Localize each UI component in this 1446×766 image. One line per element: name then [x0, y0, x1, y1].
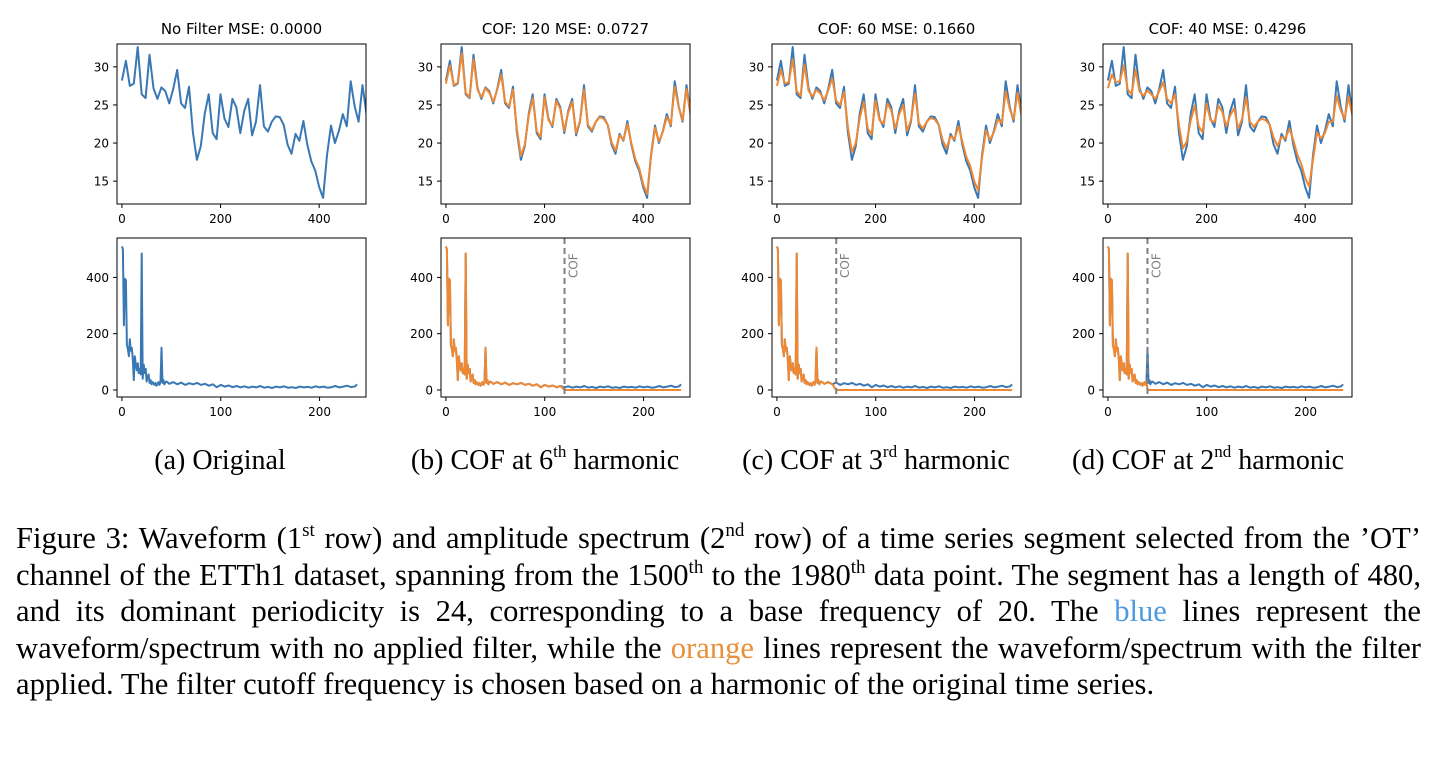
series-line-unfiltered: [120, 46, 366, 199]
y-tick-label: 20: [749, 137, 764, 151]
subplot-spec-d: COF 0 100 200 0 200 400: [1072, 237, 1353, 419]
x-tick-label: 0: [1104, 212, 1112, 226]
y-tick-label: 15: [418, 175, 433, 189]
x-tick-label: 200: [1294, 405, 1317, 419]
x-tick-label: 400: [632, 212, 655, 226]
x-tick-label: 0: [118, 405, 126, 419]
subplot-title: COF: 120 MSE: 0.0727: [482, 20, 649, 38]
x-tick-label: 200: [632, 405, 655, 419]
figure-caption: Figure 3: Waveform (1st row) and amplitu…: [16, 520, 1422, 701]
axes-frame: [116, 237, 367, 398]
cof-label: COF: [567, 253, 581, 278]
axes-frame: [440, 43, 691, 205]
y-tick-label: 15: [94, 175, 109, 189]
y-tick-label: 15: [1080, 175, 1095, 189]
x-tick-label: 200: [1195, 212, 1218, 226]
subplot-wave-b: 0 200 400 15 20 25 30 COF: 120 MSE: 0.0727: [418, 20, 691, 226]
y-tick-label: 20: [418, 137, 433, 151]
y-tick-label: 20: [94, 137, 109, 151]
subplot-title: COF: 60 MSE: 0.1660: [818, 20, 976, 38]
y-tick-label: 25: [749, 98, 764, 112]
caption-blue-word: blue: [1114, 594, 1167, 628]
subplot-wave-c: 0 200 400 15 20 25 30 COF: 60 MSE: 0.1660: [749, 20, 1022, 226]
x-tick-label: 0: [442, 405, 450, 419]
x-tick-label: 400: [308, 212, 331, 226]
y-tick-label: 20: [1080, 137, 1095, 151]
subplot-title: No Filter MSE: 0.0000: [161, 20, 322, 38]
series-line-unfiltered: [444, 46, 690, 199]
x-tick-label: 0: [1104, 405, 1112, 419]
y-tick-label: 400: [1072, 271, 1095, 285]
subcaption-c: (c) COF at 3rd harmonic: [742, 442, 1010, 476]
y-tick-label: 0: [101, 383, 109, 397]
subcaption-a: (a) Original: [154, 445, 286, 476]
series-line-filtered: [1106, 64, 1352, 188]
subplot-spec-a: 0 100 200 0 200 400: [86, 237, 367, 419]
caption-orange-word: orange: [670, 630, 754, 665]
y-tick-label: 25: [1080, 98, 1095, 112]
y-tick-label: 200: [410, 327, 433, 341]
x-tick-label: 0: [118, 212, 126, 226]
y-tick-label: 200: [86, 327, 109, 341]
axes-frame: [1102, 237, 1353, 398]
y-tick-label: 15: [749, 175, 764, 189]
y-tick-label: 30: [749, 60, 764, 74]
x-tick-label: 100: [864, 405, 887, 419]
y-tick-label: 200: [741, 327, 764, 341]
series-line-unfiltered: [775, 46, 1021, 199]
x-tick-label: 100: [1195, 405, 1218, 419]
subplot-title: COF: 40 MSE: 0.4296: [1149, 20, 1307, 38]
series-line-filtered: [444, 52, 690, 196]
axes-frame: [1102, 43, 1353, 205]
x-tick-label: 100: [209, 405, 232, 419]
y-tick-label: 25: [418, 98, 433, 112]
axes-frame: [771, 237, 1022, 398]
subcaption-b: (b) COF at 6th harmonic: [411, 442, 679, 476]
y-tick-label: 0: [1087, 383, 1095, 397]
cof-label: COF: [838, 253, 852, 278]
cof-label: COF: [1149, 253, 1163, 278]
subcaption-d: (d) COF at 2nd harmonic: [1072, 442, 1344, 476]
y-tick-label: 30: [1080, 60, 1095, 74]
series-line-unfiltered: [444, 246, 682, 389]
subplot-spec-c: COF 0 100 200 0 200 400: [741, 237, 1022, 419]
x-tick-label: 0: [442, 212, 450, 226]
series-line-unfiltered: [1106, 46, 1352, 199]
y-tick-label: 400: [86, 271, 109, 285]
subplot-wave-a: 0 200 400 15 20 25 30 No Filter MSE: 0.0000: [94, 20, 367, 226]
x-tick-label: 100: [533, 405, 556, 419]
subplot-wave-d: 0 200 400 15 20 25 30 COF: 40 MSE: 0.4296: [1080, 20, 1353, 226]
x-tick-label: 200: [533, 212, 556, 226]
y-tick-label: 200: [1072, 327, 1095, 341]
series-line-unfiltered: [775, 246, 1013, 389]
x-tick-label: 200: [308, 405, 331, 419]
y-tick-label: 25: [94, 98, 109, 112]
series-line-unfiltered: [1106, 246, 1344, 389]
series-line-filtered: [775, 58, 1021, 192]
y-tick-label: 0: [756, 383, 764, 397]
x-tick-label: 400: [1294, 212, 1317, 226]
x-tick-label: 200: [209, 212, 232, 226]
subplot-spec-b: COF 0 100 200 0 200 400: [410, 237, 691, 419]
y-tick-label: 400: [410, 271, 433, 285]
x-tick-label: 0: [773, 212, 781, 226]
series-line-unfiltered: [120, 246, 358, 389]
series-line-filtered: [444, 246, 682, 391]
y-tick-label: 400: [741, 271, 764, 285]
y-tick-label: 30: [418, 60, 433, 74]
x-tick-label: 200: [864, 212, 887, 226]
y-tick-label: 30: [94, 60, 109, 74]
axes-frame: [771, 43, 1022, 205]
x-tick-label: 400: [963, 212, 986, 226]
axes-frame: [440, 237, 691, 398]
series-line-filtered: [1106, 246, 1344, 391]
x-tick-label: 0: [773, 405, 781, 419]
axes-frame: [116, 43, 367, 205]
x-tick-label: 200: [963, 405, 986, 419]
y-tick-label: 0: [425, 383, 433, 397]
series-line-filtered: [775, 246, 1013, 391]
